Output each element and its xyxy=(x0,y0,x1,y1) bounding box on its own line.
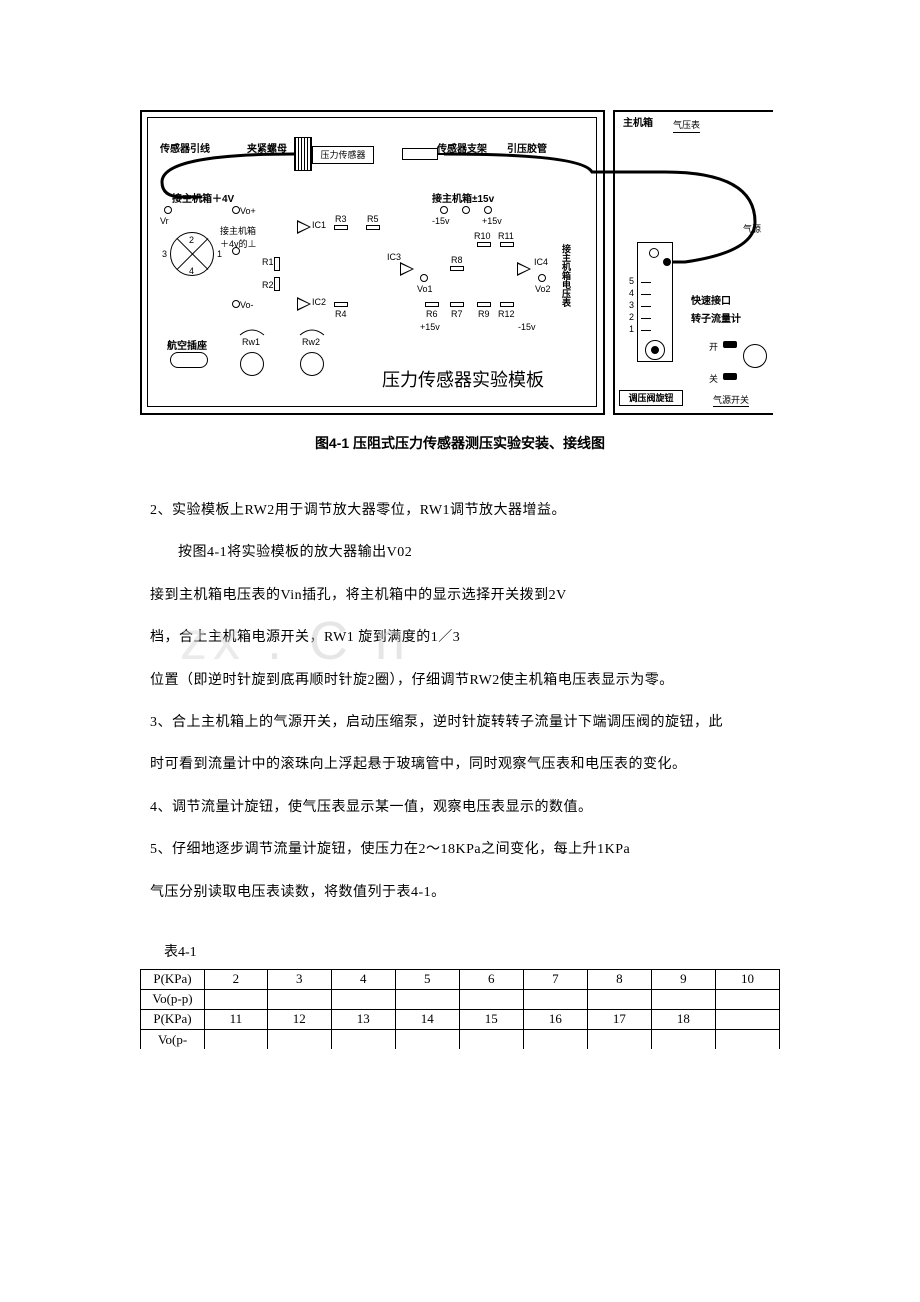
clamp-nut-label: 夹紧螺母 xyxy=(247,140,287,155)
host-box-panel: 主机箱 气压表 气源 5 4 3 2 1 快速接口 转子 xyxy=(613,110,773,415)
pressure-knob-label: 调压阀旋钮 xyxy=(619,390,683,406)
experiment-panel: 传感器引线 夹紧螺母 传感器支架 引压胶管 压力传感器 接主机箱＋4V Vr V… xyxy=(140,110,605,415)
lead-tube-label: 引压胶管 xyxy=(507,140,547,155)
para-2c: 档，合上主机箱电源开关，RW1 旋到满度的1／3 xyxy=(150,620,790,656)
para-2: 2、实验模板上RW2用于调节放大器零位，RW1调节放大器增益。 xyxy=(150,493,790,529)
para-2a: 按图4-1将实验模板的放大器输出V02 xyxy=(150,535,790,571)
tube-right xyxy=(605,112,780,417)
para-3a: 时可看到流量计中的滚珠向上浮起悬于玻璃管中，同时观察气压表和电压表的变化。 xyxy=(150,747,790,783)
air-source-label: 气源 xyxy=(743,222,761,235)
table-row: Vo(p- xyxy=(141,1029,780,1049)
table-row: P(KPa) 2 3 4 5 6 7 8 9 10 xyxy=(141,969,780,989)
rotor-flowmeter-label: 转子流量计 xyxy=(691,310,741,325)
to-voltmeter-label: 接主机箱电压表 xyxy=(560,244,573,364)
para-5: 5、仔细地逐步调节流量计旋钮，使压力在2～18KPa之间变化，每上升1KPa xyxy=(150,832,790,868)
aviation-socket-label: 航空插座 xyxy=(167,337,207,352)
quick-connector-label: 快速接口 xyxy=(691,292,731,307)
table-label: 表4-1 xyxy=(164,941,790,961)
para-5a: 气压分别读取电压表读数，将数值列于表4-1。 xyxy=(150,875,790,911)
diagram: 传感器引线 夹紧螺母 传感器支架 引压胶管 压力传感器 接主机箱＋4V Vr V… xyxy=(140,110,780,453)
air-switch-label: 气源开关 xyxy=(713,393,749,407)
pressure-sensor: 压力传感器 xyxy=(312,146,374,164)
table-row: Vo(p-p) xyxy=(141,989,780,1009)
para-4: 4、调节流量计旋钮，使气压表显示某一值，观察电压表显示的数值。 xyxy=(150,790,790,826)
host-15v-label: 接主机箱±15v xyxy=(432,190,494,205)
table-row: P(KPa) 11 12 13 14 15 16 17 18 xyxy=(141,1009,780,1029)
data-table: P(KPa) 2 3 4 5 6 7 8 9 10 Vo(p-p) P(KPa)… xyxy=(140,969,780,1050)
panel-title: 压力传感器实验模板 xyxy=(382,366,544,392)
cell-hdr: P(KPa) xyxy=(141,969,205,989)
figure-caption: 图4-1 压阻式压力传感器测压实验安装、接线图 xyxy=(140,433,780,453)
host-box-label: 主机箱 xyxy=(623,114,653,129)
para-3: 3、合上主机箱上的气源开关，启动压缩泵，逆时针旋转转子流量计下端调压阀的旋钮，此 xyxy=(150,705,790,741)
sensor-lead-label: 传感器引线 xyxy=(160,140,210,155)
host-4v-label: 接主机箱＋4V xyxy=(172,190,234,205)
sensor-bracket-label: 传感器支架 xyxy=(437,140,487,155)
para-2d: 位置（即逆时针旋到底再顺时针旋2圈），仔细调节RW2使主机箱电压表显示为零。 xyxy=(150,663,790,699)
para-2b: 接到主机箱电压表的Vin插孔，将主机箱中的显示选择开关拨到2V xyxy=(150,578,790,614)
barometer-label: 气压表 xyxy=(673,118,700,133)
